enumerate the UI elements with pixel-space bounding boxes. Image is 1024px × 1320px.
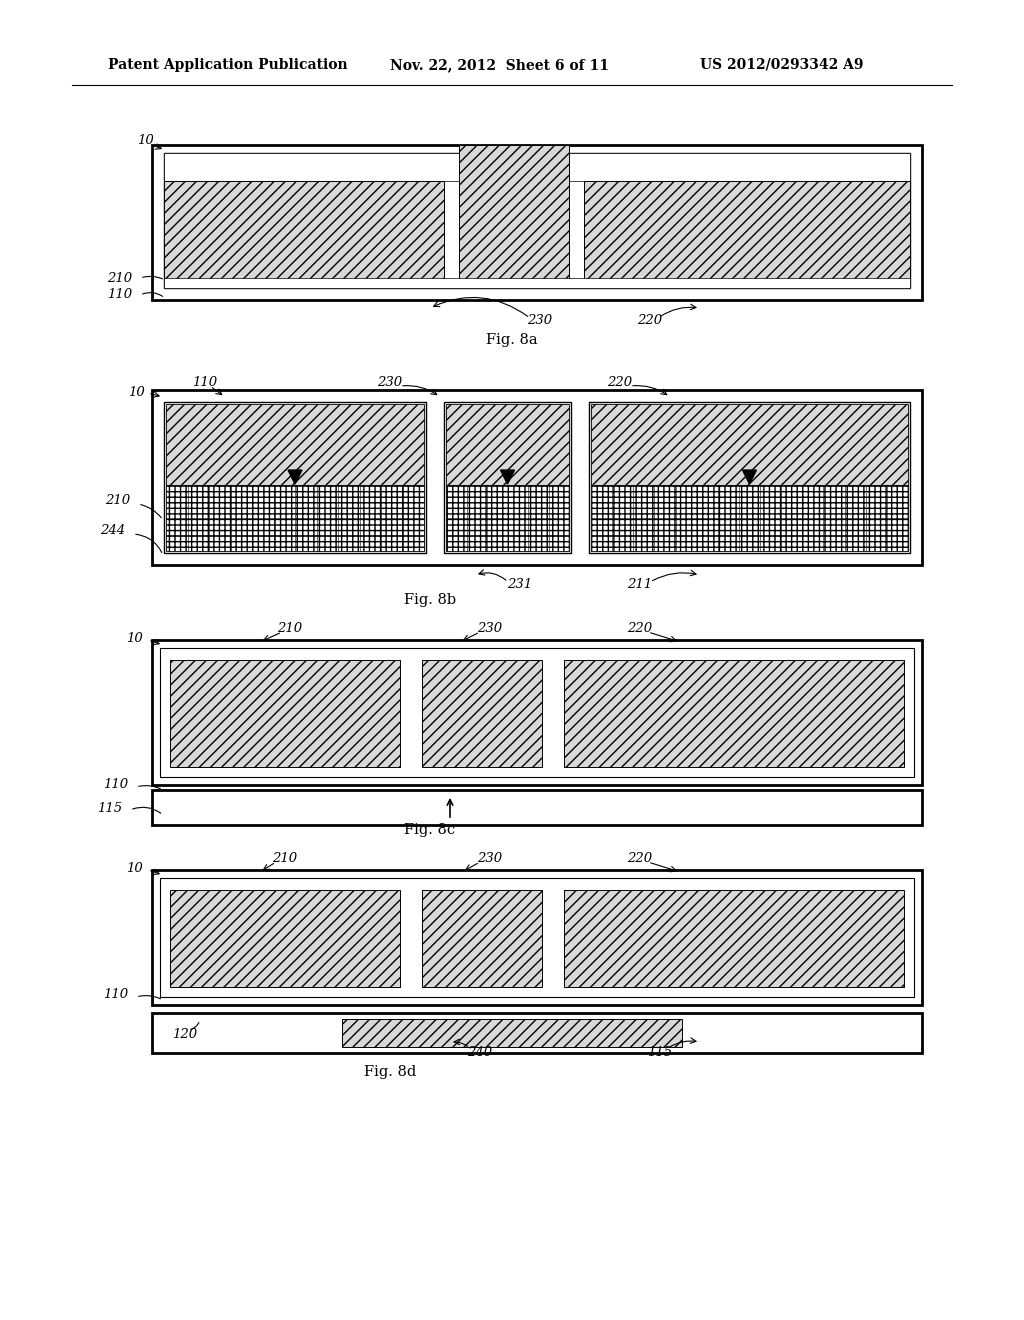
Bar — [164, 403, 426, 553]
Text: 230: 230 — [378, 375, 402, 388]
Bar — [164, 181, 444, 288]
Bar — [459, 145, 569, 288]
Text: 240: 240 — [467, 1045, 493, 1059]
Polygon shape — [501, 470, 514, 484]
Bar — [164, 279, 910, 288]
Bar — [342, 1019, 682, 1047]
Text: 10: 10 — [126, 631, 143, 644]
Bar — [444, 403, 571, 553]
Text: 230: 230 — [477, 851, 503, 865]
Text: Fig. 8a: Fig. 8a — [486, 333, 538, 347]
Bar — [422, 890, 542, 987]
Bar — [446, 404, 569, 484]
Text: Fig. 8b: Fig. 8b — [403, 593, 456, 607]
Bar — [164, 153, 910, 181]
Bar — [170, 660, 400, 767]
Text: 110: 110 — [193, 375, 217, 388]
Bar — [152, 389, 922, 565]
Text: Fig. 8d: Fig. 8d — [364, 1065, 416, 1078]
Text: US 2012/0293342 A9: US 2012/0293342 A9 — [700, 58, 863, 73]
Bar — [591, 484, 908, 550]
Bar — [152, 789, 922, 825]
Text: Nov. 22, 2012  Sheet 6 of 11: Nov. 22, 2012 Sheet 6 of 11 — [390, 58, 609, 73]
Text: 231: 231 — [508, 578, 532, 591]
Text: 211: 211 — [628, 578, 652, 591]
Text: 10: 10 — [128, 385, 145, 399]
Text: Patent Application Publication: Patent Application Publication — [108, 58, 347, 73]
Bar — [164, 153, 910, 288]
Bar — [166, 404, 424, 484]
Bar — [564, 660, 904, 767]
Text: 220: 220 — [628, 851, 652, 865]
Text: 210: 210 — [106, 272, 132, 285]
Text: 210: 210 — [278, 622, 302, 635]
Bar — [152, 640, 922, 785]
Text: 220: 220 — [628, 622, 652, 635]
Text: 220: 220 — [637, 314, 663, 326]
Bar — [152, 145, 922, 300]
Bar — [591, 404, 908, 484]
Bar — [589, 403, 910, 553]
Text: 115: 115 — [647, 1045, 673, 1059]
Bar — [152, 1012, 922, 1053]
Bar — [170, 890, 400, 987]
Text: 10: 10 — [126, 862, 143, 874]
Bar — [422, 660, 542, 767]
Bar — [160, 648, 914, 777]
Text: 220: 220 — [607, 375, 633, 388]
Polygon shape — [288, 470, 302, 484]
Text: 110: 110 — [106, 289, 132, 301]
Text: 210: 210 — [104, 494, 130, 507]
Text: 115: 115 — [97, 801, 122, 814]
Text: 244: 244 — [100, 524, 125, 536]
Bar — [152, 870, 922, 1005]
Text: 110: 110 — [102, 989, 128, 1002]
Bar — [584, 181, 910, 288]
Bar — [446, 484, 569, 550]
Bar — [564, 890, 904, 987]
Text: 210: 210 — [272, 851, 298, 865]
Polygon shape — [742, 470, 757, 484]
Text: 10: 10 — [136, 133, 154, 147]
Text: 230: 230 — [527, 314, 553, 326]
Text: Fig. 8c: Fig. 8c — [404, 822, 456, 837]
Bar — [166, 484, 424, 550]
Text: 120: 120 — [172, 1028, 198, 1041]
Text: 230: 230 — [477, 622, 503, 635]
Text: 110: 110 — [102, 779, 128, 792]
Bar — [160, 878, 914, 997]
